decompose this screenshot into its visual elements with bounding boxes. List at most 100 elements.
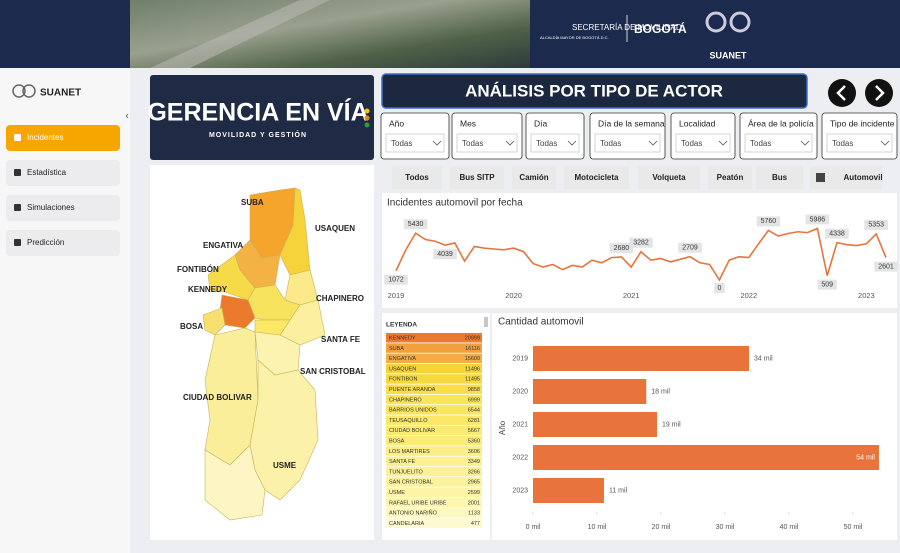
filter-dropdown[interactable] xyxy=(594,133,661,153)
logo-dot xyxy=(364,108,370,114)
x-tick-label: 2020 xyxy=(505,291,522,300)
legend-name: USAQUEN xyxy=(389,366,416,372)
legend-name: CANDELARIA xyxy=(389,521,424,527)
district[interactable] xyxy=(204,444,266,521)
collapse-button[interactable]: ‹ xyxy=(125,111,128,122)
nav-item[interactable] xyxy=(6,160,120,186)
actor-button[interactable] xyxy=(564,166,629,189)
chevron xyxy=(800,140,810,146)
page-title: ANÁLISIS POR TIPO DE ACTOR xyxy=(465,81,723,100)
actor-button[interactable] xyxy=(450,166,504,189)
logo-dot xyxy=(364,122,370,128)
legend-value: 11495 xyxy=(465,377,480,383)
actor-button[interactable] xyxy=(512,166,556,189)
data-label-box xyxy=(403,219,428,230)
data-label: 2709 xyxy=(682,245,698,252)
nav-item[interactable] xyxy=(6,125,120,151)
bar[interactable] xyxy=(533,445,879,470)
next-button[interactable] xyxy=(865,79,893,107)
legend-name: TUNJUELITO xyxy=(389,469,424,475)
actor-label: Bus SITP xyxy=(459,173,495,182)
legend-name: CHAPINERO xyxy=(389,397,422,403)
map-label: USAQUEN xyxy=(315,224,355,233)
actor-label: Todos xyxy=(405,173,429,182)
mayor-text: ALCALDÍA MAYOR DE BOGOTÁ D.C. xyxy=(540,35,609,40)
district[interactable] xyxy=(254,319,291,336)
filter-value: Todas xyxy=(832,139,853,148)
data-label: 4338 xyxy=(829,230,845,237)
data-label: 4039 xyxy=(437,251,453,258)
actor-label: Volqueta xyxy=(652,173,686,182)
x-tick-label: 20 mil xyxy=(652,524,671,531)
map-label: FONTIBÓN xyxy=(177,265,219,274)
bar[interactable] xyxy=(533,478,604,503)
map-label: USME xyxy=(273,461,297,470)
legend-value: 5667 xyxy=(468,428,480,434)
sidebar-brand: SUANET xyxy=(40,88,81,99)
y-tick-label: 2022 xyxy=(512,454,528,461)
bar[interactable] xyxy=(533,346,749,371)
brand-text: SUANET xyxy=(709,50,747,60)
logo-box xyxy=(150,75,374,160)
map-label: SUBA xyxy=(241,198,264,207)
legend-value: 16116 xyxy=(465,346,480,352)
legend-title: LEYENDA xyxy=(386,322,417,329)
filter-value: Todas xyxy=(750,139,771,148)
district[interactable] xyxy=(202,307,226,336)
owl-eye xyxy=(729,11,751,33)
legend-row xyxy=(386,446,482,456)
data-label-box xyxy=(714,283,725,293)
legend-name: CIUDAD BOLIVAR xyxy=(389,428,435,434)
bar[interactable] xyxy=(533,379,647,404)
data-label-box xyxy=(874,261,898,272)
data-label-box xyxy=(433,249,457,260)
legend-value: 3349 xyxy=(468,459,480,465)
district[interactable] xyxy=(249,359,319,501)
data-label: 2601 xyxy=(878,263,894,270)
chevron xyxy=(432,140,442,146)
filter-dropdown[interactable] xyxy=(826,133,893,153)
legend-row xyxy=(386,497,482,508)
legend-name: BARRIOS UNIDOS xyxy=(389,408,437,414)
filter-dropdown[interactable] xyxy=(675,133,731,153)
filter-label: Día de la semana xyxy=(598,118,665,128)
nav-item[interactable] xyxy=(6,195,120,221)
nav-item[interactable] xyxy=(6,230,120,256)
x-tick-label: 0 mil xyxy=(526,524,541,531)
prev-button[interactable] xyxy=(828,79,856,107)
actor-button[interactable] xyxy=(392,166,442,189)
actor-check xyxy=(816,173,825,182)
x-tick-label: 10 mil xyxy=(588,524,607,531)
x-tick-label: 2023 xyxy=(858,291,875,300)
sidebar-logo xyxy=(22,84,36,98)
actor-button[interactable] xyxy=(756,166,803,189)
legend-row xyxy=(386,343,482,353)
actor-button[interactable] xyxy=(638,166,700,189)
filter-dropdown[interactable] xyxy=(530,133,580,153)
scrollbar[interactable] xyxy=(484,317,488,327)
nav-icon xyxy=(14,169,21,176)
legend-name: USME xyxy=(389,490,405,496)
filter-dropdown[interactable] xyxy=(744,133,813,153)
legend-row xyxy=(386,508,482,518)
filter-dropdown[interactable] xyxy=(456,133,518,153)
filter-value: Todas xyxy=(600,139,621,148)
chevron xyxy=(648,140,658,146)
filter-dropdown[interactable] xyxy=(385,133,445,153)
legend-row xyxy=(386,415,482,425)
legend-value: 3266 xyxy=(468,469,480,475)
prev-icon xyxy=(836,85,846,101)
logo-subtitle: MOVILIDAD Y GESTIÓN xyxy=(209,130,307,139)
data-label-box xyxy=(629,237,653,248)
map-label: ENGATIVA xyxy=(203,241,243,250)
legend-row xyxy=(386,394,482,405)
data-label-box xyxy=(825,228,849,239)
actor-button[interactable] xyxy=(810,166,882,189)
bar-axis-label: Año xyxy=(498,420,507,435)
bar[interactable] xyxy=(533,412,658,437)
legend-row xyxy=(386,425,482,436)
actor-button[interactable] xyxy=(708,166,752,189)
chevron xyxy=(567,140,577,146)
nav-icon xyxy=(14,239,21,246)
bar-value-label: 34 mil xyxy=(754,355,773,362)
